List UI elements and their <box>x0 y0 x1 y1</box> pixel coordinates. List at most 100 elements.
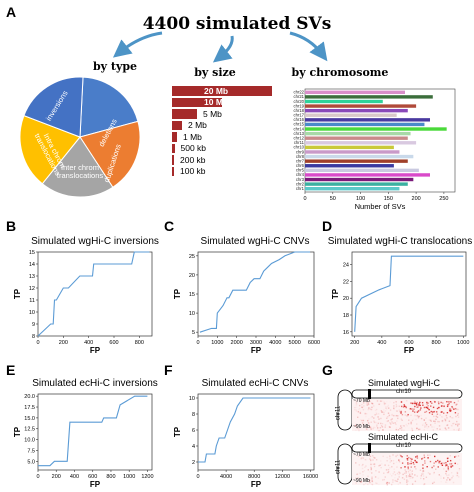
y-tick-4: 4 <box>192 444 195 450</box>
x-tick-0: 0 <box>36 474 39 480</box>
chrom-tick-chr5: chr5 <box>296 168 305 173</box>
section-by-type: by type <box>92 60 138 73</box>
bar-chart-by-size: 20 Mb 10 Mb 5 Mb 2 Mb 1 Mb 500 kb 200 kb 100 kb <box>172 86 282 186</box>
hic-mb-bottom-ec: ~90 Mb <box>353 478 370 484</box>
x-tick-400: 400 <box>377 340 386 346</box>
x-tick-16000: 16000 <box>303 474 318 480</box>
pie-slice-5 <box>23 76 84 138</box>
size-label-3: 5 Mb <box>203 108 222 119</box>
panel-letter-d: D <box>322 218 333 234</box>
chrom-tick-chr9: chr9 <box>296 149 305 154</box>
chrom-tick-chr1: chr1 <box>296 186 305 191</box>
chrom-xtick-200: 200 <box>412 196 421 202</box>
chrom-tick-chr14: chr14 <box>294 126 305 131</box>
y-tick-12.5: 12.5 <box>24 427 35 433</box>
size-bar-6 <box>172 143 175 153</box>
y-tick-25: 25 <box>189 254 195 260</box>
plot-title-d: Simulated wgHi-C translocations <box>327 236 473 247</box>
plot-frame <box>197 393 315 471</box>
hic-mb-top-ec: ~70 Mb <box>353 452 370 458</box>
x-axis-label: FP <box>251 480 262 489</box>
line-chart-d: 200 400 600 800 1000 16 18 20 22 24 FP TP <box>331 251 469 355</box>
y-axis-label: TP <box>173 426 182 437</box>
line-chart-f: 0 4000 8000 12000 16000 2 4 6 8 10 FP TP <box>173 393 318 489</box>
y-tick-10: 10 <box>189 311 195 317</box>
hic-map-wg <box>337 389 463 432</box>
size-bar-8 <box>172 166 174 176</box>
chrom-bar-chr6 <box>305 164 394 168</box>
chrom-tick-chr7: chr7 <box>296 158 305 163</box>
chrom-bar-chr17 <box>305 113 397 117</box>
chrom-tick-chr17: chr17 <box>294 113 305 118</box>
x-tick-6000: 6000 <box>308 340 320 346</box>
chrom-tick-chr16: chr16 <box>294 117 305 122</box>
chrom-bar-chr13 <box>305 131 411 136</box>
hic-maps <box>337 389 463 486</box>
y-tick-20: 20 <box>189 273 195 279</box>
x-tick-800: 800 <box>135 340 144 346</box>
x-tick-8000: 8000 <box>248 474 260 480</box>
y-tick-5: 5 <box>192 330 195 336</box>
y-tick-16: 16 <box>343 330 349 336</box>
plot-frame <box>37 251 153 337</box>
y-tick-12: 12 <box>29 286 35 292</box>
hic-chr-label-wg: chr10 <box>396 389 412 395</box>
x-tick-1200: 1200 <box>141 474 153 480</box>
x-tick-3000: 3000 <box>250 340 262 346</box>
chrom-tick-chr22: chr22 <box>294 90 305 95</box>
y-tick-9: 9 <box>32 322 35 328</box>
y-tick-18: 18 <box>343 313 349 319</box>
hic-map-ec <box>337 443 463 486</box>
section-by-size: by size <box>194 66 236 79</box>
size-label-5: 1 Mb <box>183 131 202 142</box>
chrom-bar-chr18 <box>305 108 408 113</box>
pie-slice-3 <box>41 136 114 198</box>
x-tick-600: 600 <box>88 474 97 480</box>
hic-heatmap-wg <box>352 399 462 431</box>
chrom-tick-chr4: chr4 <box>296 172 305 177</box>
y-tick-17.5: 17.5 <box>24 405 35 411</box>
y-tick-20: 20 <box>343 296 349 302</box>
chrom-tick-chr2: chr2 <box>296 181 305 186</box>
x-tick-5000: 5000 <box>289 340 301 346</box>
chrom-bar-chr4 <box>305 173 430 177</box>
chrom-xtick-50: 50 <box>330 196 336 202</box>
chrom-bar-chr8 <box>305 154 414 159</box>
x-tick-1000: 1000 <box>211 340 223 346</box>
chrom-xtick-100: 100 <box>356 196 365 202</box>
x-tick-0: 0 <box>196 340 199 346</box>
plot-title-c: Simulated wgHi-C CNVs <box>200 236 310 247</box>
hic-title-ec: Simulated ecHi-C <box>368 432 439 442</box>
chrom-bar-chr14 <box>305 127 447 131</box>
size-label-2: 10 Mb <box>204 97 229 107</box>
size-bar-1 <box>172 86 272 96</box>
chrom-bar-chr16 <box>305 118 430 122</box>
x-tick-600: 600 <box>404 340 413 346</box>
arrow-to-chrom-icon <box>289 31 328 62</box>
y-tick-10: 10 <box>29 310 35 316</box>
x-tick-2000: 2000 <box>231 340 243 346</box>
chrom-xtick-150: 150 <box>384 196 393 202</box>
panel-letter-c: C <box>164 218 175 234</box>
y-tick-15: 15 <box>29 250 35 256</box>
chrom-bar-chr7 <box>305 159 408 163</box>
x-tick-1000: 1000 <box>457 340 469 346</box>
size-label-6: 500 kb <box>180 143 207 153</box>
size-bar-5 <box>172 132 177 142</box>
pie-label-3: Inter chrom translocations <box>57 163 104 180</box>
tp-fp-line <box>37 251 150 337</box>
chrom-tick-chr6: chr6 <box>296 163 305 168</box>
chrom-xtick-250: 250 <box>439 196 448 202</box>
y-tick-13: 13 <box>29 274 35 280</box>
chrom-tick-chr13: chr13 <box>294 131 305 136</box>
size-label-7: 200 kb <box>180 154 206 165</box>
arrow-to-type-icon <box>112 31 163 58</box>
hic-title-wg: Simulated wgHi-C <box>368 378 441 388</box>
tp-fp-line <box>198 397 311 463</box>
y-tick-24: 24 <box>343 263 349 269</box>
y-tick-22: 22 <box>343 279 349 285</box>
chrom-tick-chr11: chr11 <box>294 140 305 145</box>
size-bar-2 <box>172 97 222 107</box>
y-axis-label: TP <box>13 426 22 437</box>
